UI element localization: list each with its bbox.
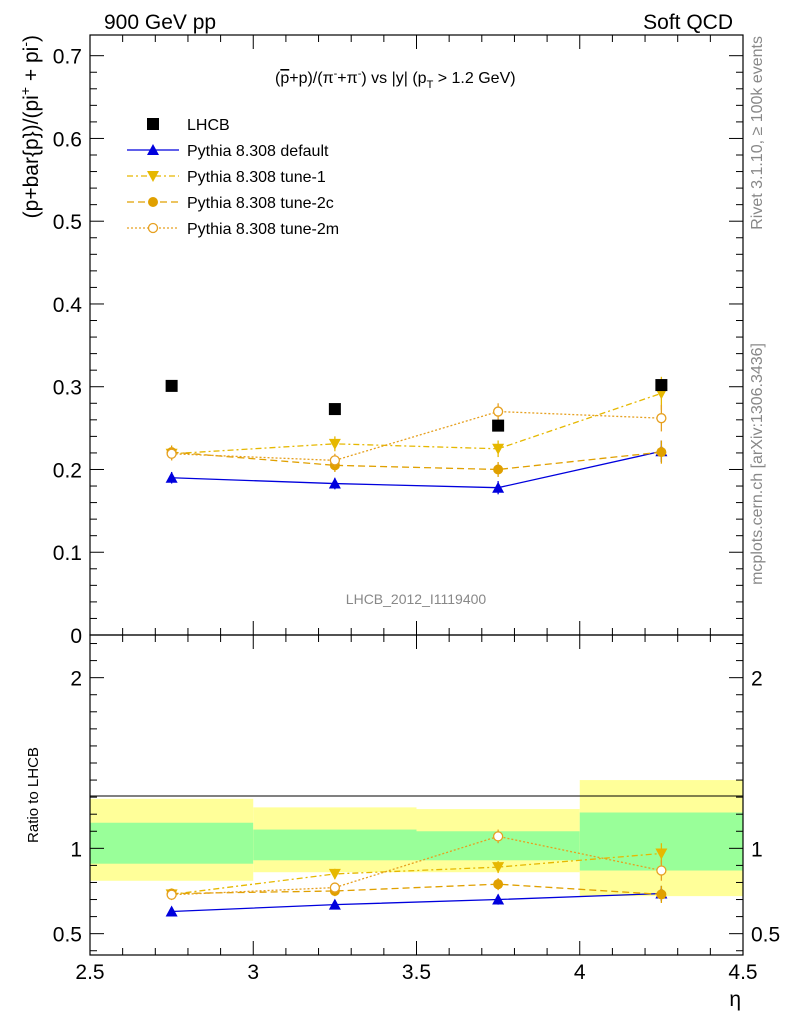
point-default — [492, 481, 505, 493]
legend-marker-data — [147, 118, 159, 130]
point-tune2m — [166, 448, 177, 459]
legend-marker-default — [147, 144, 159, 155]
main-ylabel: (p+bar{p})/(pi+ + pi-) — [17, 35, 43, 218]
x-tick-label: 3 — [247, 961, 259, 984]
ratio-y-tick-label: 1 — [70, 838, 82, 861]
analysis-watermark: LHCB_2012_I1119400 — [346, 591, 487, 607]
x-tick-label: 2.5 — [75, 961, 104, 984]
legend-label-tune2m: Pythia 8.308 tune-2m — [187, 221, 339, 238]
ratio-line-tune2m — [171, 835, 662, 896]
ratio-y-tick-label-right: 2 — [751, 668, 763, 691]
main-y-tick-label: 0.1 — [53, 542, 82, 565]
main-y-tick-label: 0.5 — [53, 211, 82, 234]
series-line-tune2m — [171, 410, 662, 462]
ratio-point-tune2c — [493, 879, 504, 890]
band-inner — [90, 822, 254, 864]
ratio-y-tick-label: 2 — [70, 668, 82, 691]
legend: LHCB Pythia 8.308 default Pythia 8.308 tun… — [127, 117, 339, 238]
rivet-label: Rivet 3.1.10, ≥ 100k events — [749, 36, 766, 230]
ratio-point-tune2m — [492, 831, 504, 842]
point-default — [328, 477, 341, 489]
point-data — [655, 379, 668, 392]
main-ticks: 0 0.1 0.2 0.3 0.4 0.5 0.6 0.7 — [53, 35, 744, 648]
ratio-series — [165, 829, 668, 917]
ratio-line-default — [171, 892, 662, 913]
ratio-y-tick-label: 0.5 — [53, 924, 82, 947]
legend-label-data: LHCB — [187, 117, 230, 134]
x-axis-label: η — [729, 988, 741, 1011]
main-y-tick-label: 0 — [70, 625, 82, 648]
mcplots-label: mcplots.cern.ch [arXiv:1306.3436] — [749, 343, 766, 585]
point-data — [492, 419, 505, 432]
ratio-ticks: 0.5 0.5 1 1 2 2 2.5 3 3.5 4 4.5 — [53, 635, 780, 984]
point-tune2c — [493, 464, 504, 475]
point-data — [328, 403, 341, 416]
ratio-y-tick-label-right: 1 — [751, 838, 763, 861]
band-inner — [253, 829, 417, 861]
ratio-bands — [90, 780, 743, 897]
ratio-point-default — [165, 905, 178, 917]
ratio-point-tune2c — [656, 889, 667, 900]
x-tick-label: 4 — [574, 961, 586, 984]
ratio-point-tune1 — [492, 862, 505, 874]
ratio-point-tune1 — [655, 848, 668, 860]
header-right: Soft QCD — [643, 11, 733, 34]
point-tune2m — [492, 406, 504, 417]
ratio-point-tune2m — [166, 889, 177, 900]
main-y-tick-label: 0.7 — [53, 46, 82, 69]
point-tune2m — [656, 413, 667, 424]
series-line-default — [171, 450, 662, 489]
main-y-tick-label: 0.2 — [53, 459, 82, 482]
legend-label-tune2c: Pythia 8.308 tune-2c — [187, 195, 334, 212]
ratio-point-tune2m — [329, 882, 341, 893]
main-y-tick-label: 0.6 — [53, 128, 82, 151]
main-series — [165, 376, 668, 495]
legend-marker-tune2m — [147, 222, 159, 234]
main-y-tick-label: 0.4 — [53, 294, 83, 317]
ratio-plot-panel: 0.5 0.5 1 1 2 2 2.5 3 3.5 4 4.5 Ratio to LHCB η — [25, 634, 780, 1011]
legend-label-default: Pythia 8.308 default — [187, 143, 329, 160]
point-default — [165, 471, 178, 483]
ratio-ylabel: Ratio to LHCB — [25, 747, 42, 843]
main-plot-panel: 0 0.1 0.2 0.3 0.4 0.5 0.6 0.7 (p+p)/(π-+π-) vs … — [17, 34, 744, 648]
ratio-frame — [89, 634, 744, 956]
main-title: (p+p)/(π-+π-) vs |y| (pT > 1.2 GeV) — [275, 68, 516, 91]
point-tune2m — [329, 455, 341, 466]
point-tune1 — [492, 443, 505, 455]
ratio-y-tick-label-right: 0.5 — [751, 924, 780, 947]
series-line-tune2c — [171, 451, 662, 471]
point-tune2c — [656, 447, 667, 458]
x-tick-label: 4.5 — [728, 961, 757, 984]
legend-marker-tune2c — [148, 197, 158, 207]
header-left: 900 GeV pp — [104, 11, 216, 34]
point-tune1 — [328, 438, 341, 450]
ratio-point-default — [492, 893, 505, 905]
ratio-point-tune1 — [328, 868, 341, 880]
ratio-point-tune2m — [656, 865, 667, 876]
ratio-point-default — [328, 898, 341, 910]
ratio-line-tune2c — [171, 883, 662, 896]
point-tune1 — [655, 388, 668, 400]
series-line-tune1 — [171, 392, 662, 455]
main-y-tick-label: 0.3 — [53, 377, 82, 400]
point-data — [165, 379, 178, 392]
x-tick-label: 3.5 — [402, 961, 431, 984]
legend-label-tune1: Pythia 8.308 tune-1 — [187, 169, 326, 186]
legend-marker-tune1 — [147, 171, 159, 182]
ratio-line-tune1 — [171, 852, 662, 896]
